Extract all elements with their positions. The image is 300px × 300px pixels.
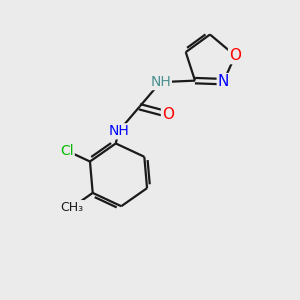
Text: Cl: Cl	[60, 144, 74, 158]
Text: CH₃: CH₃	[60, 201, 83, 214]
Text: NH: NH	[150, 75, 171, 89]
Text: O: O	[162, 107, 174, 122]
Text: NH: NH	[108, 124, 129, 138]
Text: N: N	[218, 74, 229, 89]
Text: O: O	[229, 48, 241, 63]
